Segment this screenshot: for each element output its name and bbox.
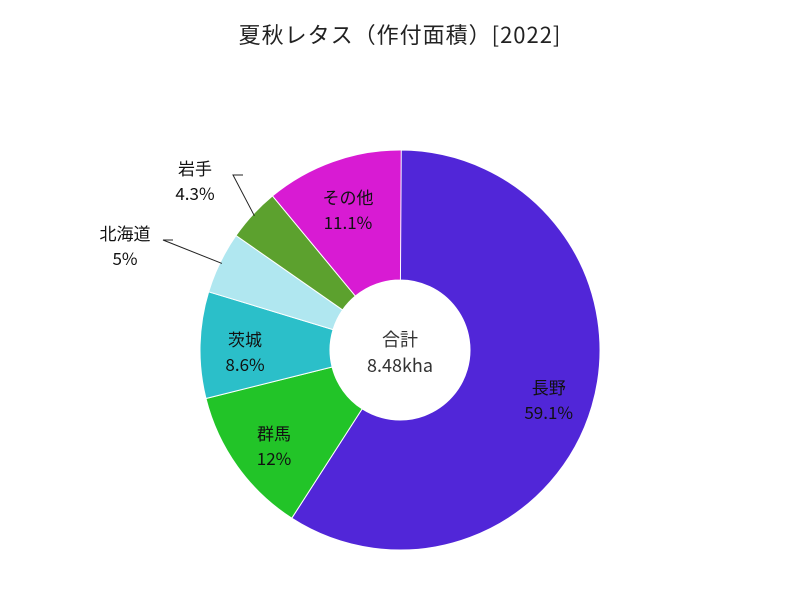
slice-name: 岩手 [155, 155, 235, 180]
slice-label: 群馬12% [234, 420, 314, 470]
slice-label: 岩手4.3% [155, 155, 235, 205]
leader-line [163, 240, 222, 263]
chart-title: 夏秋レタス（作付面積）[2022] [0, 18, 800, 50]
center-label-bottom: 8.48kha [340, 352, 460, 378]
slice-pct: 8.6% [205, 351, 285, 376]
slice-name: 北海道 [85, 220, 165, 245]
center-label-top: 合計 [340, 326, 460, 352]
slice-label: 長野59.1% [509, 374, 589, 424]
slice-pct: 5% [85, 245, 165, 270]
slice-pct: 11.1% [308, 209, 388, 234]
pie-chart: 合計 8.48kha 長野59.1% 群馬12% 茨城8.6% 北海道5% 岩手4.3%… [0, 60, 800, 600]
slice-label: その他11.1% [308, 184, 388, 234]
center-label: 合計 8.48kha [340, 326, 460, 378]
slice-label: 茨城8.6% [205, 326, 285, 376]
slice-pct: 59.1% [509, 399, 589, 424]
slice-pct: 12% [234, 445, 314, 470]
slice-name: その他 [308, 184, 388, 209]
slice-label: 北海道5% [85, 220, 165, 270]
slice-name: 群馬 [234, 420, 314, 445]
slice-name: 長野 [509, 374, 589, 399]
leader-line [233, 175, 254, 216]
slice-pct: 4.3% [155, 180, 235, 205]
slice-name: 茨城 [205, 326, 285, 351]
